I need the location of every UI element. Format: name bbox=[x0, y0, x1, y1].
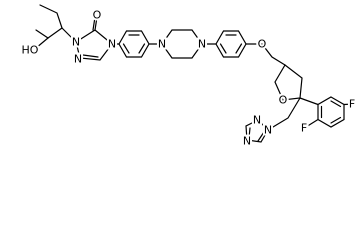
atom-label: N bbox=[253, 114, 261, 127]
atom-label: F bbox=[349, 98, 355, 111]
bonds bbox=[35, 4, 355, 143]
atom-label: O bbox=[258, 38, 267, 51]
atom-label: N bbox=[108, 38, 116, 51]
atom-label: N bbox=[72, 36, 80, 49]
atom-label: N bbox=[198, 38, 206, 51]
atom-label: O bbox=[279, 94, 288, 107]
atom-label: F bbox=[301, 122, 307, 135]
atom-label: O bbox=[93, 9, 102, 22]
atom-label: N bbox=[264, 124, 272, 137]
atom-label: N bbox=[74, 53, 82, 66]
atom-label: N bbox=[243, 135, 251, 148]
atom-label: HO bbox=[22, 44, 39, 57]
molecule-diagram: O HO N N N N N O O N N N F F bbox=[20, 4, 358, 150]
atom-labels: O HO N N N N N O O N N N F F bbox=[20, 7, 358, 150]
atom-label: N bbox=[158, 38, 166, 51]
